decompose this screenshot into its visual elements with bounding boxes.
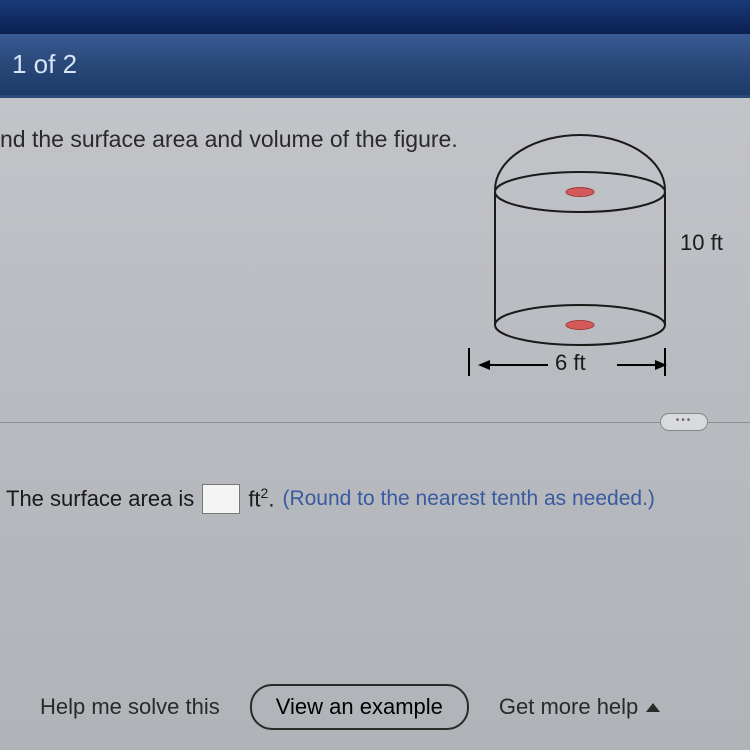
browser-top-strip: [0, 0, 750, 34]
section-divider: [0, 422, 750, 423]
dimension-arrow-right-icon: [617, 358, 667, 376]
view-example-button[interactable]: View an example: [250, 684, 469, 730]
dimension-arrow-left-icon: [478, 358, 548, 376]
answer-prefix: The surface area is: [6, 486, 194, 512]
dimension-tick-left: [468, 348, 470, 376]
get-more-help-label: Get more help: [499, 694, 638, 720]
dimension-height-label: 10 ft: [680, 230, 723, 256]
answer-row: The surface area is ft2. (Round to the n…: [6, 484, 655, 514]
progress-header: 1 of 2: [0, 34, 750, 98]
dimension-tick-right: [664, 348, 666, 376]
caret-up-icon: [646, 703, 660, 712]
get-more-help-link[interactable]: Get more help: [499, 694, 660, 720]
more-options-pill[interactable]: •••: [660, 413, 708, 431]
figure-diagram: [460, 120, 700, 380]
progress-text: 1 of 2: [12, 49, 77, 80]
dimension-width-label: 6 ft: [555, 350, 586, 376]
answer-unit: ft2.: [248, 485, 274, 512]
help-me-solve-link[interactable]: Help me solve this: [40, 694, 220, 720]
surface-area-input[interactable]: [202, 484, 240, 514]
rounding-hint: (Round to the nearest tenth as needed.): [282, 487, 654, 511]
footer-actions: Help me solve this View an example Get m…: [0, 684, 750, 730]
